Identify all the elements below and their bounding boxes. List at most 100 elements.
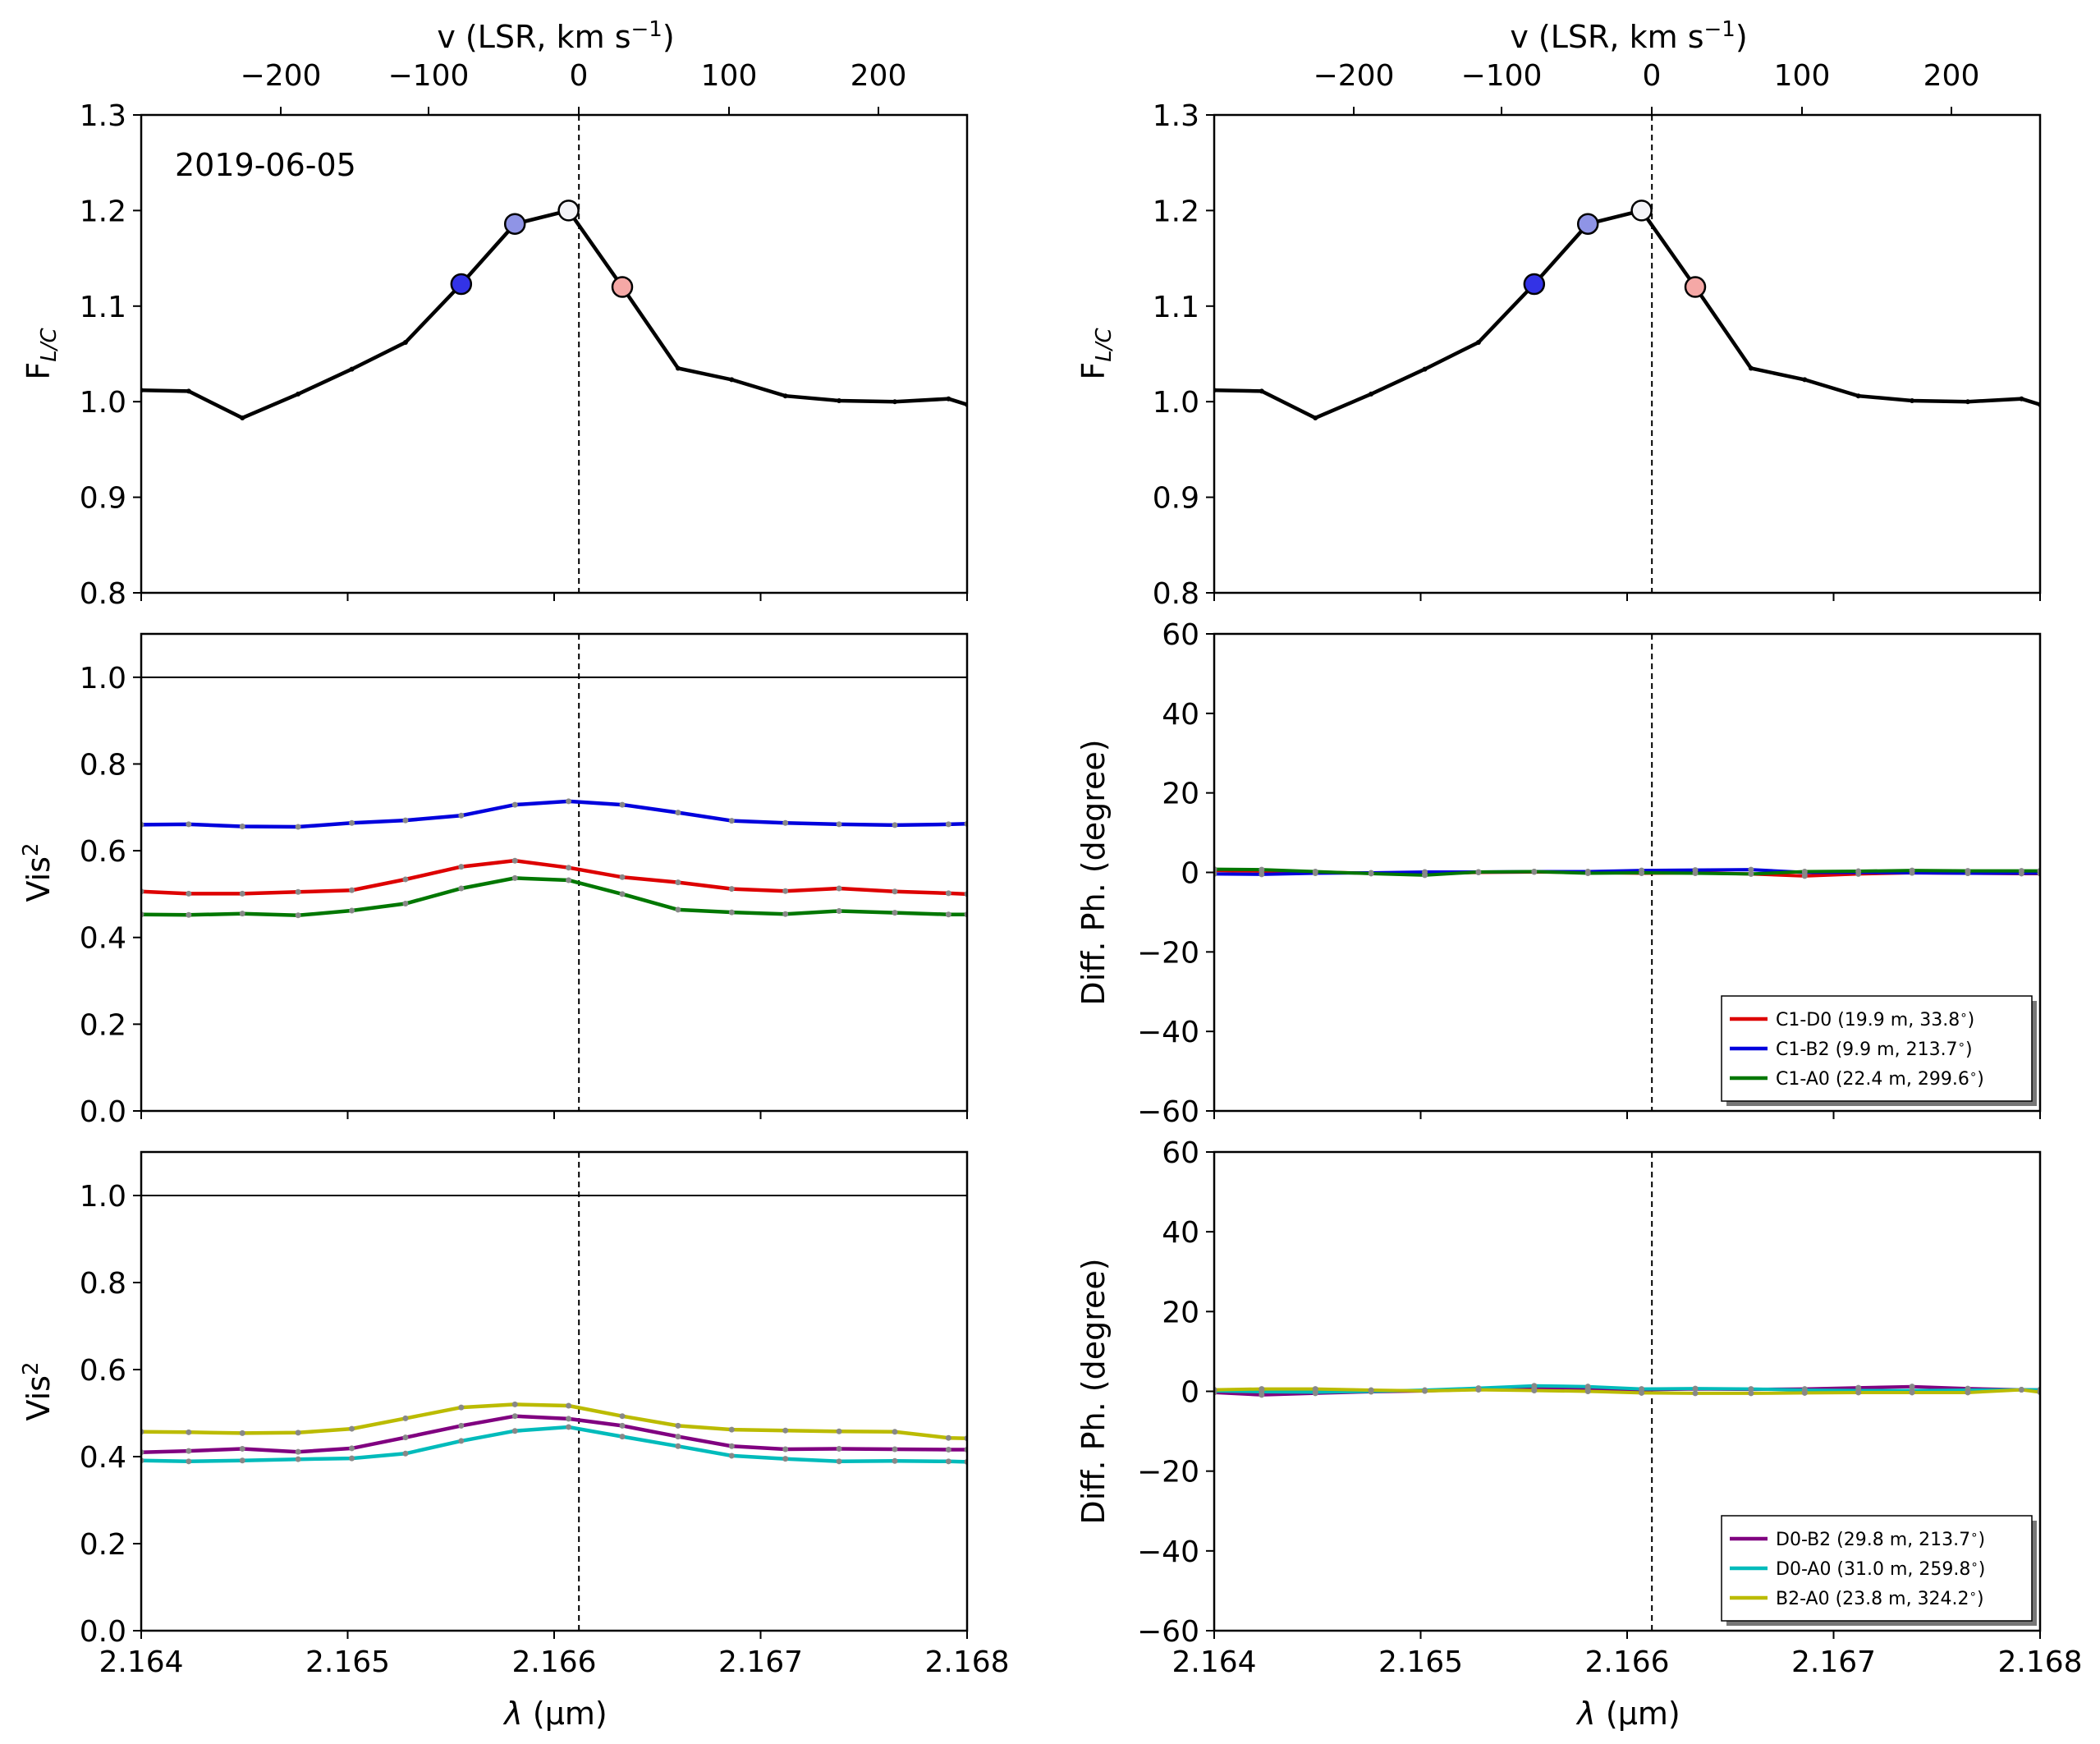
y-tick-label: 1.3 — [1153, 99, 1199, 133]
data-point — [1475, 340, 1481, 346]
data-point — [782, 819, 789, 826]
highlight-point — [557, 200, 580, 222]
data-point — [458, 864, 465, 870]
x-tick-label: 2.168 — [924, 1645, 1009, 1679]
diffph-panel-bottom: −60 −40 −20 0 20 40 60 2.164 2.165 2.166 2.167 2.16… — [1075, 1136, 2083, 1679]
legend: D0-B2 (29.8 m, 213.7∘) D0-A0 (31.0 m, 259… — [1721, 1515, 2037, 1626]
data-point — [349, 1455, 355, 1462]
data-point — [945, 890, 951, 897]
highlight-point — [611, 276, 634, 298]
y-tick-label: 0.8 — [80, 577, 126, 611]
data-point — [402, 1450, 409, 1457]
y-tick-label: 0.6 — [80, 835, 126, 869]
series-line-2 — [141, 876, 967, 918]
data-point — [836, 821, 842, 828]
data-point — [402, 817, 409, 824]
y-tick-label: 0 — [1181, 857, 1199, 891]
x-tick-label: 2.166 — [1584, 1645, 1669, 1679]
data-point — [2018, 868, 2024, 874]
top-tick-label: 200 — [851, 59, 907, 93]
data-point — [1855, 868, 1862, 874]
data-point — [728, 909, 735, 916]
legend-label: C1-B2 (9.9 m, 213.7∘) — [1776, 1037, 1973, 1060]
data-point — [945, 821, 951, 828]
x-tick-label: 2.164 — [99, 1645, 183, 1679]
data-point — [1369, 391, 1374, 397]
data-point — [946, 396, 951, 402]
x-tick-label: 2.164 — [1172, 1645, 1256, 1679]
x-axis-label-right: λ (μm) — [1575, 1696, 1680, 1732]
data-point — [239, 1430, 245, 1436]
y-tick-label: 0.8 — [1153, 577, 1199, 611]
y-axis-label: Diff. Ph. (degree) — [1075, 1258, 1112, 1524]
data-point — [1801, 1389, 1808, 1396]
data-point — [1748, 365, 1754, 371]
plot-frame — [140, 1150, 969, 1632]
top-axis-tickmarks — [280, 107, 1952, 115]
data-point — [2018, 1387, 2024, 1393]
y-tick-label: 0.4 — [80, 1441, 126, 1475]
data-point — [945, 1458, 951, 1465]
y-tick-label: 1.1 — [80, 291, 126, 324]
y-tick-label: 0.6 — [80, 1354, 126, 1388]
data-point — [1965, 399, 1970, 405]
data-point — [295, 824, 301, 830]
legend-label: D0-A0 (31.0 m, 259.8∘) — [1776, 1557, 1985, 1580]
data-point — [1909, 1384, 1915, 1390]
data-point — [402, 1434, 409, 1441]
y-tick-label: −40 — [1137, 1016, 1199, 1049]
data-point — [836, 908, 842, 915]
data-point — [1802, 377, 1808, 383]
plot-area — [141, 634, 967, 1111]
legend-label: C1-A0 (22.4 m, 299.6∘) — [1776, 1067, 1984, 1090]
top-tick-label: 0 — [570, 59, 589, 93]
y-tick-label: −20 — [1137, 936, 1199, 970]
y-tick-label: 60 — [1162, 1136, 1199, 1170]
data-point — [458, 1404, 465, 1411]
data-point — [892, 1429, 898, 1435]
highlight-point — [1576, 213, 1599, 235]
legend: C1-D0 (19.9 m, 33.8∘) C1-B2 (9.9 m, 213.7… — [1721, 995, 2037, 1106]
data-point — [511, 801, 518, 808]
data-point — [619, 874, 626, 880]
y-tick-label: 20 — [1162, 1296, 1199, 1329]
top-tick-label: −200 — [1314, 59, 1395, 93]
y-tick-label: −60 — [1137, 1615, 1199, 1649]
y-tick-label: 0.8 — [80, 1267, 126, 1301]
legend-label: C1-D0 (19.9 m, 33.8∘) — [1776, 1007, 1974, 1030]
top-axis-ticks-left: −200 −100 0 100 200 — [241, 59, 907, 93]
data-point — [1909, 867, 1915, 874]
plot-area — [141, 115, 967, 593]
data-point — [1422, 1388, 1428, 1394]
data-point — [1531, 1383, 1538, 1389]
data-point — [1475, 1387, 1482, 1393]
series-line-0 — [141, 1402, 967, 1440]
data-point — [675, 365, 681, 371]
data-point — [728, 1426, 735, 1433]
data-point — [239, 1445, 245, 1452]
data-point — [239, 911, 245, 917]
top-tick-label: 0 — [1643, 59, 1662, 93]
data-point — [1801, 869, 1808, 875]
top-axis-ticks-right: −200 −100 0 100 200 — [1314, 59, 1980, 93]
data-point — [1259, 1386, 1265, 1393]
data-point — [1692, 1390, 1699, 1397]
data-point — [1639, 1386, 1645, 1393]
data-point — [566, 865, 572, 871]
vis2-panel-bottom: 0.0 0.2 0.4 0.6 0.8 1.0 2.164 2.165 2.166 2.167 2.… — [19, 1150, 1010, 1679]
data-point — [295, 1430, 301, 1436]
top-tick-label: 200 — [1923, 59, 1980, 93]
data-point — [1748, 1386, 1754, 1393]
highlight-point — [503, 213, 526, 235]
data-point — [782, 1456, 789, 1462]
y-tick-label: 0.0 — [80, 1615, 126, 1649]
data-point — [1692, 1385, 1699, 1392]
data-point — [402, 340, 408, 346]
data-point — [729, 377, 735, 383]
y-tick-label: 40 — [1162, 698, 1199, 732]
data-point — [458, 885, 465, 892]
data-point — [619, 1413, 626, 1420]
data-point — [728, 1443, 735, 1449]
data-point — [619, 1434, 626, 1440]
y-tick-label: 1.2 — [80, 195, 126, 228]
